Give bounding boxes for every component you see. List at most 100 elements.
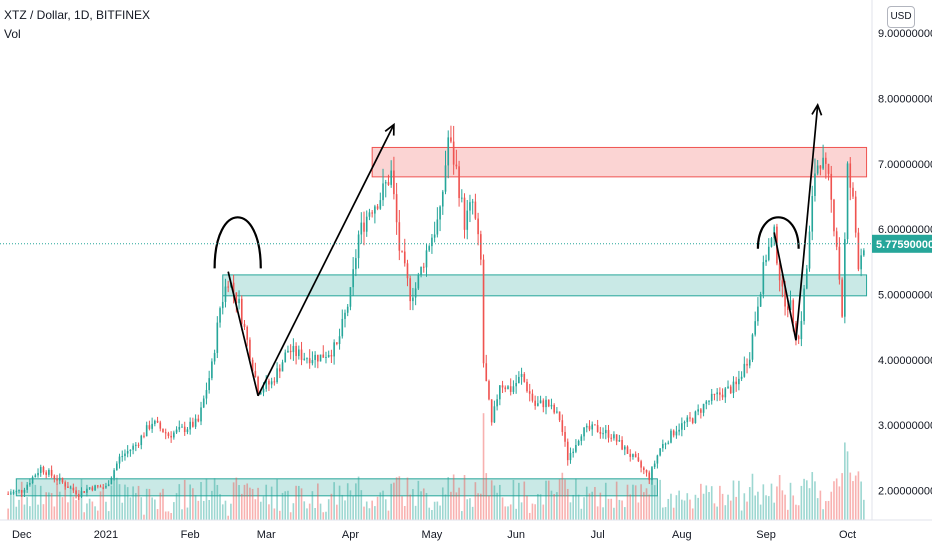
volume-bar-2020-12-07: [37, 504, 39, 520]
volume-bar-2021-02-07: [205, 478, 208, 520]
candle-body-2021-03-29: [341, 318, 344, 337]
candle-body-2020-11-30: [18, 490, 20, 492]
volume-bar-2021-06-09: [537, 493, 539, 520]
volume-bar-2021-07-18: [642, 492, 645, 520]
candle-body-2021-10-05: [857, 232, 860, 270]
candle-body-2021-03-24: [327, 355, 330, 357]
candle-body-2021-07-16: [637, 457, 640, 462]
volume-bar-2021-05-15: [469, 498, 471, 520]
candle-body-2021-01-17: [148, 425, 151, 429]
volume-bar-2021-09-24: [827, 500, 830, 520]
candle-body-2020-12-25: [86, 488, 88, 493]
volume-bar-2021-04-24: [412, 489, 414, 520]
candle-body-2021-09-25: [830, 173, 833, 200]
candle-body-2021-06-17: [558, 411, 561, 421]
volume-bar-2021-05-18: [477, 493, 479, 520]
volume-bar-2021-03-27: [336, 504, 338, 520]
candle-body-2020-12-04: [29, 483, 31, 485]
volume-bar-2021-07-10: [621, 500, 623, 520]
volume-bar-2021-01-29: [181, 509, 183, 520]
candle-body-2021-05-05: [441, 191, 444, 207]
volume-bar-2021-07-01: [596, 506, 599, 520]
volume-bar-2021-09-25: [830, 491, 833, 520]
candle-body-2021-09-01: [765, 259, 767, 263]
volume-bar-2021-05-14: [466, 499, 469, 520]
candle-body-2021-05-11: [458, 166, 460, 199]
trend-down-left[interactable]: [227, 271, 259, 397]
volume-bar-2021-03-30: [344, 500, 346, 520]
volume-bar-2021-07-25: [662, 507, 664, 520]
candle-body-2020-12-01: [20, 490, 23, 493]
candle-body-2021-04-16: [390, 170, 392, 185]
resistance-zone[interactable]: [371, 146, 868, 178]
volume-bar-2021-03-08: [284, 491, 287, 520]
arc-left[interactable]: [213, 216, 262, 269]
volume-bar-2021-03-21: [319, 503, 322, 520]
volume-bar-2021-05-05: [441, 487, 444, 520]
candle-body-2021-04-28: [422, 266, 425, 268]
trend-up-arrow-left[interactable]: [257, 124, 395, 397]
volume-bar-2021-07-13: [629, 494, 632, 520]
volume-bar-2021-09-20: [816, 498, 819, 520]
volume-bar-2021-01-31: [186, 507, 189, 520]
support-zone-lower[interactable]: [15, 478, 658, 497]
volume-bar-2021-09-10: [789, 482, 792, 520]
candle-body-2021-07-12: [626, 446, 629, 454]
candle-body-2021-05-02: [433, 234, 436, 238]
candle-body-2021-09-24: [827, 163, 830, 174]
candle-body-2021-08-15: [719, 392, 721, 395]
volume-bar-2021-03-25: [330, 493, 333, 520]
candle-body-2021-07-10: [621, 440, 623, 450]
candle-body-2021-01-01: [105, 485, 107, 488]
volume-bar-2020-11-26: [7, 508, 9, 520]
candle-body-2021-05-25: [496, 399, 498, 407]
volume-bar-2021-07-12: [626, 484, 629, 520]
volume-bar-2021-09-16: [805, 480, 808, 520]
candle-body-2021-02-19: [238, 298, 240, 304]
candle-body-2021-04-24: [412, 297, 414, 302]
candle-body-2021-05-18: [477, 218, 479, 235]
candle-body-2020-12-15: [58, 477, 61, 481]
candle-body-2021-04-21: [403, 251, 406, 264]
candle-body-2021-08-31: [762, 262, 765, 295]
volume-bar-2021-03-13: [298, 485, 300, 520]
volume-bar-2021-07-11: [623, 507, 626, 520]
price-axis[interactable]: [872, 0, 932, 550]
candle-body-2021-06-02: [518, 376, 520, 384]
volume-bar-2020-12-26: [88, 498, 91, 520]
candle-body-2021-06-12: [545, 399, 547, 408]
candle-body-2021-03-27: [336, 342, 338, 344]
volume-bar-2021-09-14: [800, 485, 803, 520]
candle-body-2021-09-09: [786, 306, 789, 310]
arc-right[interactable]: [756, 216, 800, 249]
volume-bar-2021-01-15: [143, 514, 145, 520]
candle-body-2021-06-30: [594, 424, 596, 426]
currency-button[interactable]: USD: [887, 6, 915, 28]
volume-bar-2021-01-02: [107, 511, 110, 520]
volume-bar-2021-01-03: [110, 485, 113, 520]
volume-bar-2021-07-22: [653, 485, 656, 520]
candle-body-2021-01-09: [126, 450, 129, 454]
volume-bar-2021-07-31: [678, 490, 680, 520]
volume-bar-2021-05-25: [496, 492, 498, 520]
candle-body-2021-01-20: [156, 420, 159, 423]
candle-body-2021-04-03: [355, 258, 357, 270]
candle-body-2021-07-14: [632, 454, 634, 457]
volume-bar-2021-08-17: [724, 505, 727, 520]
volume-bar-2021-06-21: [569, 502, 572, 520]
support-zone-upper[interactable]: [222, 274, 868, 297]
volume-label: Vol: [4, 27, 21, 41]
y-tick-label: 6.00000000: [878, 224, 932, 236]
trend-up-arrow-right[interactable]: [795, 104, 819, 341]
candle-body-2021-06-15: [553, 404, 555, 413]
candle-body-2021-08-18: [727, 386, 729, 389]
volume-bar-2021-05-03: [436, 501, 439, 520]
candle-body-2021-02-24: [251, 359, 254, 371]
candle-body-2021-02-03: [194, 418, 197, 427]
candle-body-2021-03-09: [287, 350, 289, 353]
candle-body-2021-04-22: [406, 263, 409, 279]
candle-body-2021-06-11: [542, 400, 545, 408]
trend-down-right[interactable]: [773, 232, 797, 341]
candle-body-2021-08-21: [735, 381, 737, 385]
